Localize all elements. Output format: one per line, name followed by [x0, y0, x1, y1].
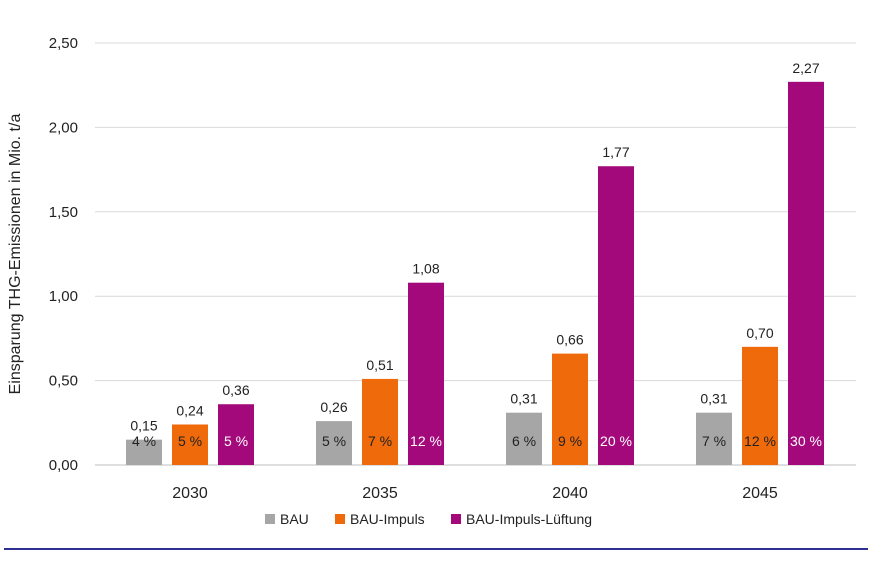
bar [126, 439, 162, 465]
grid-lines [95, 42, 856, 466]
bar-value-label: 1,08 [412, 261, 439, 277]
legend-label: BAU [280, 511, 309, 527]
y-axis-label: Einsparung THG-Emissionen in Mio. t/a [7, 114, 24, 395]
bar-value-label: 0,66 [556, 332, 583, 348]
bar [598, 166, 634, 465]
x-category-label: 2035 [362, 485, 398, 502]
y-tick-label: 2,50 [49, 35, 78, 52]
legend: BAU BAU-Impuls BAU-Impuls-Lüftung [265, 511, 592, 527]
bar-value-label: 2,27 [792, 60, 819, 76]
bar-percent-label: 4 % [132, 433, 156, 449]
bar-value-label: 0,31 [510, 391, 537, 407]
bar [172, 424, 208, 465]
legend-swatch [451, 514, 461, 524]
bar [788, 81, 824, 465]
bars: 0,154 % 0,24 5 % 0,36 5 % 0,26 5 % 0,51 7 % 1,08 1… [126, 60, 824, 465]
bar-value-label: 0,51 [366, 357, 393, 373]
bar-percent-label: 30 % [790, 433, 822, 449]
bar-percent-label: 5 % [322, 433, 346, 449]
bar-percent-label: 6 % [512, 433, 536, 449]
bar-value-label: 0,70 [746, 325, 773, 341]
bar-value-label: 1,77 [602, 144, 629, 160]
bar-value-label: 0,24 [176, 402, 203, 418]
bar-percent-label: 9 % [558, 433, 582, 449]
bar-value-label: 0,15 [130, 418, 157, 434]
bar-value-label: 0,26 [320, 399, 347, 415]
x-category-label: 2030 [172, 485, 208, 502]
y-tick-label: 0,50 [49, 373, 78, 390]
y-axis-ticks: 0,00 0,50 1,00 1,50 2,00 2,50 [49, 35, 78, 474]
bar [362, 378, 398, 465]
legend-swatch [335, 514, 345, 524]
x-category-label: 2040 [552, 485, 588, 502]
bar [218, 404, 254, 465]
bar [506, 412, 542, 465]
bar [552, 353, 588, 465]
y-tick-label: 2,00 [49, 119, 78, 136]
x-category-label: 2045 [742, 485, 778, 502]
legend-label: BAU-Impuls-Lüftung [466, 511, 592, 527]
bar [742, 346, 778, 465]
bar-percent-label: 5 % [224, 433, 248, 449]
bar [408, 282, 444, 465]
bar-value-label: 0,36 [222, 382, 249, 398]
bar-percent-label: 7 % [702, 433, 726, 449]
x-axis-categories: 2030 2035 2040 2045 [172, 485, 778, 502]
y-tick-label: 1,50 [49, 204, 78, 221]
bar-percent-label: 20 % [600, 433, 632, 449]
legend-label: BAU-Impuls [350, 511, 425, 527]
bar-percent-label: 12 % [410, 433, 442, 449]
y-tick-label: 0,00 [49, 457, 78, 474]
legend-swatch [265, 514, 275, 524]
bar-value-label: 0,31 [700, 391, 727, 407]
bar [316, 421, 352, 465]
bar-percent-label: 12 % [744, 433, 776, 449]
bar [696, 412, 732, 465]
bar-percent-label: 7 % [368, 433, 392, 449]
bar-percent-label: 5 % [178, 433, 202, 449]
y-tick-label: 1,00 [49, 288, 78, 305]
